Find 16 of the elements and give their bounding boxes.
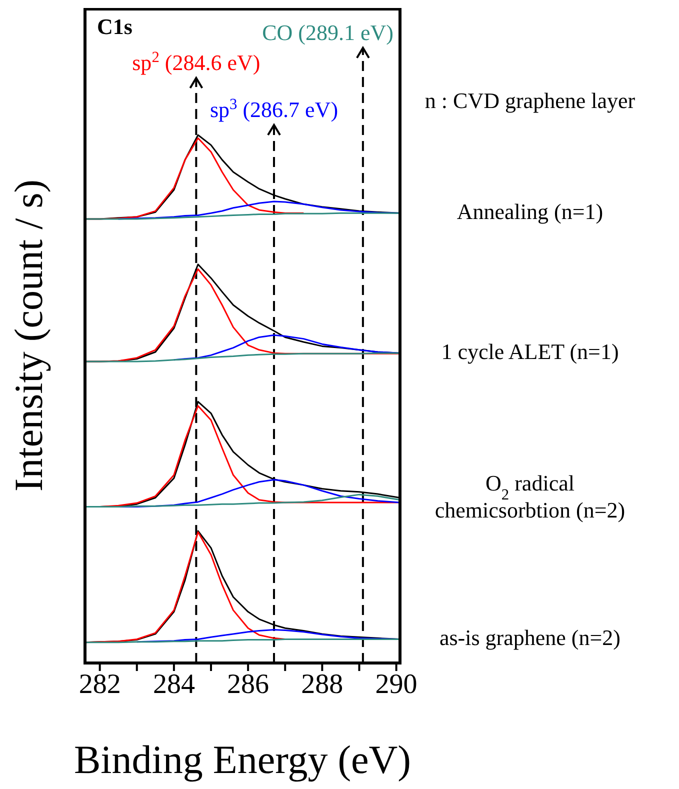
series-label: O$_{2}$ radical chemicsorbtion (n=2) [434,470,626,523]
x-tick-label: 284 [152,668,195,700]
text: C1s [97,14,133,39]
ref-line-label: sp$^{3}$ (286.7 eV) [210,95,338,122]
y-axis-title: Intensity (count / s) [6,179,51,492]
series-label: as-is graphene (n=2) [439,625,621,650]
text: n : CVD graphene layer [424,88,636,113]
ref-line-label: CO (289.1 eV) [262,20,394,45]
text: Annealing (n=1) [456,199,604,224]
x-tick-label: 282 [78,668,121,700]
x-tick-label: 286 [227,668,270,700]
x-tick-label: 288 [301,668,344,700]
x-tick-label: 290 [375,668,418,700]
ref-line-label: sp$^{2}$ (284.6 eV) [132,48,260,75]
series-label: 1 cycle ALET (n=1) [441,339,619,364]
x-axis-title: Binding Energy (eV) [74,737,411,782]
